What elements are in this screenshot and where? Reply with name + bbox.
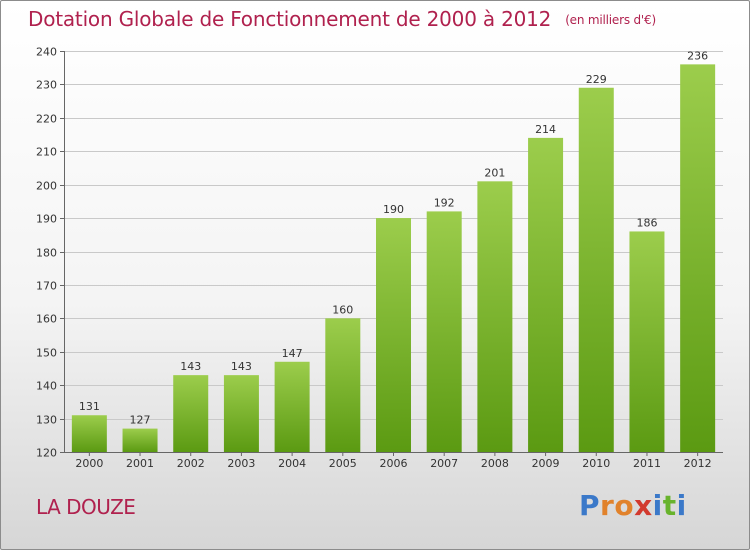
y-tick-label: 160 — [36, 313, 57, 326]
proxiti-logo: Proxiti — [579, 489, 687, 522]
x-tick-label: 2011 — [633, 457, 661, 470]
logo-letter: o — [614, 489, 635, 522]
bar — [173, 375, 209, 452]
x-tick-label: 2002 — [177, 457, 205, 470]
x-tick-label: 2004 — [278, 457, 306, 470]
data-label: 131 — [79, 400, 100, 413]
bar — [528, 137, 564, 452]
data-label: 147 — [282, 347, 303, 360]
bar — [325, 318, 361, 452]
data-label: 143 — [231, 360, 252, 373]
y-tick-label: 220 — [36, 113, 57, 126]
logo-letter: i — [676, 489, 687, 522]
data-label: 160 — [332, 303, 353, 316]
bars — [71, 64, 716, 452]
data-label: 236 — [687, 49, 708, 62]
y-tick-label: 230 — [36, 79, 57, 92]
x-tick-label: 2003 — [227, 457, 255, 470]
bar — [274, 361, 310, 452]
bar — [376, 218, 411, 452]
commune-name: LA DOUZE — [36, 495, 136, 519]
y-tick-label: 150 — [36, 347, 57, 360]
bar — [680, 64, 716, 452]
bar — [629, 231, 665, 452]
x-tick-label: 2007 — [430, 457, 458, 470]
bar — [578, 87, 614, 452]
y-tick-label: 180 — [36, 247, 57, 260]
x-tick-label: 2010 — [582, 457, 610, 470]
y-tick-label: 210 — [36, 146, 57, 159]
labels: 120 130 140 150 160 170 180 190 200 210 220 230 240 1… — [36, 46, 712, 471]
logo-letter: r — [600, 489, 615, 522]
bar — [71, 415, 107, 452]
x-tick-label: 2006 — [380, 457, 408, 470]
y-tick-label: 140 — [36, 380, 57, 393]
bar — [223, 375, 259, 452]
data-label: 214 — [535, 123, 556, 136]
x-tick-label: 2005 — [329, 457, 357, 470]
y-tick-label: 130 — [36, 414, 57, 427]
data-label: 143 — [180, 360, 201, 373]
logo-letter: i — [652, 489, 663, 522]
logo-letter: P — [579, 489, 601, 522]
y-tick-label: 190 — [36, 213, 57, 226]
data-label: 201 — [484, 166, 505, 179]
data-label: 127 — [130, 414, 151, 427]
axes — [60, 51, 723, 456]
bar — [426, 211, 462, 452]
data-label: 186 — [636, 216, 657, 229]
x-tick-label: 2001 — [126, 457, 154, 470]
chart-unit-label: (en milliers d'€) — [565, 13, 656, 27]
data-label: 229 — [586, 73, 607, 86]
y-tick-label: 200 — [36, 180, 57, 193]
data-label: 192 — [434, 196, 455, 209]
bar — [122, 428, 158, 452]
chart-title: Dotation Globale de Fonctionnement de 20… — [28, 7, 656, 31]
x-tick-label: 2012 — [684, 457, 712, 470]
chart-title-text: Dotation Globale de Fonctionnement de 20… — [28, 7, 552, 31]
y-tick-label: 240 — [36, 46, 57, 59]
y-tick-label: 120 — [36, 447, 57, 460]
bar — [477, 181, 513, 452]
logo-letter: t — [662, 489, 677, 522]
data-label: 190 — [383, 203, 404, 216]
y-tick-label: 170 — [36, 280, 57, 293]
logo-letter: x — [634, 489, 653, 522]
x-tick-label: 2000 — [75, 457, 103, 470]
x-tick-label: 2008 — [481, 457, 509, 470]
x-tick-label: 2009 — [532, 457, 560, 470]
